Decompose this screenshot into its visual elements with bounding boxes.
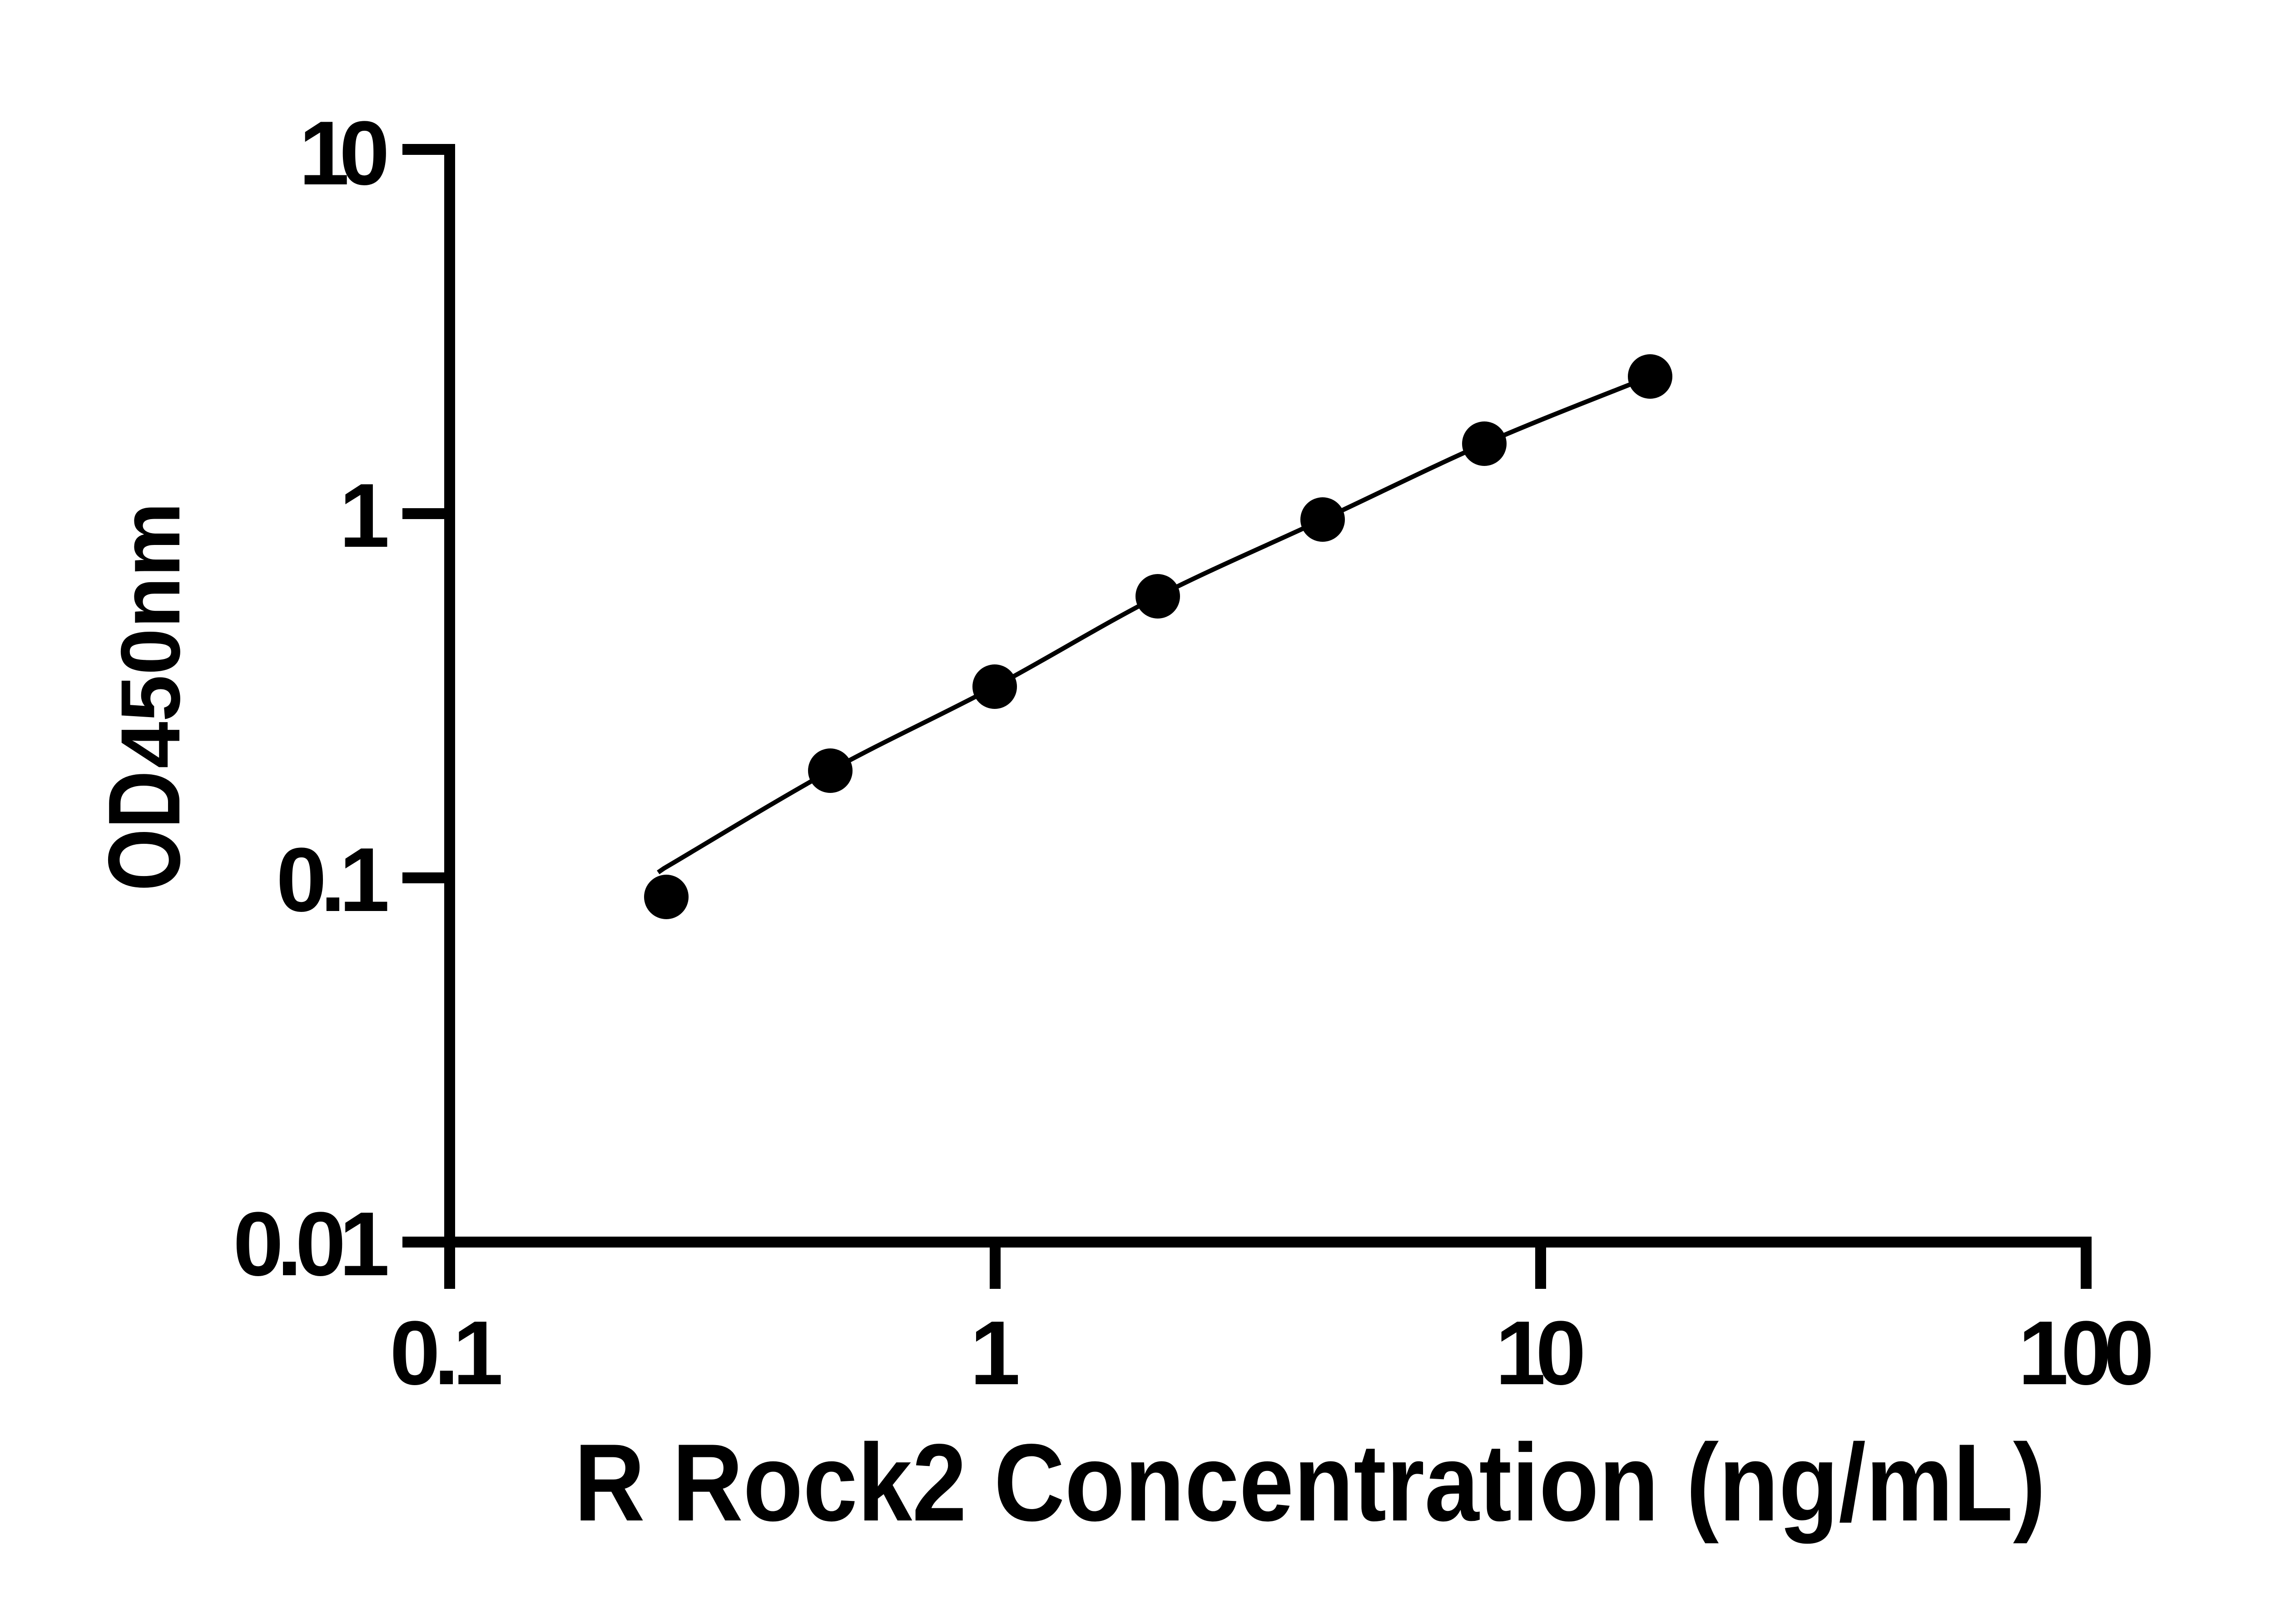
svg-text:10: 10 bbox=[299, 103, 390, 204]
svg-text:0.01: 0.01 bbox=[233, 1193, 390, 1295]
svg-text:OD: OD bbox=[87, 771, 201, 891]
svg-text:R Rock2 Concentration (ng/mL): R Rock2 Concentration (ng/mL) bbox=[574, 1421, 2046, 1544]
svg-text:0.1: 0.1 bbox=[276, 829, 390, 931]
svg-text:1: 1 bbox=[339, 465, 390, 566]
svg-text:10: 10 bbox=[1495, 1302, 1586, 1404]
svg-text:450nm: 450nm bbox=[104, 502, 198, 768]
svg-text:1: 1 bbox=[970, 1302, 1020, 1404]
svg-text:100: 100 bbox=[2018, 1302, 2154, 1404]
svg-text:0.1: 0.1 bbox=[390, 1302, 503, 1404]
